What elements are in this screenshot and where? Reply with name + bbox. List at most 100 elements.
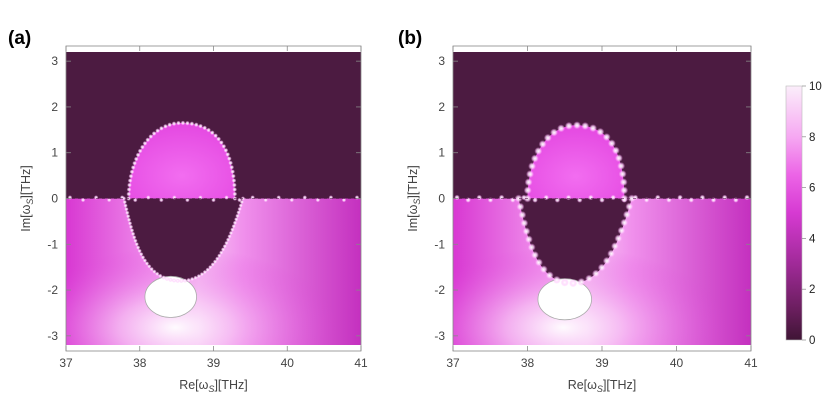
zero-line-dot: [543, 194, 550, 201]
colorbar-gradient: [785, 85, 803, 341]
boundary-dot: [135, 152, 141, 158]
boundary-dot: [225, 152, 231, 157]
boundary-dot: [145, 137, 151, 143]
boundary-dot: [514, 194, 523, 203]
boundary-dot: [193, 122, 199, 128]
boundary-dot: [619, 178, 628, 187]
boundary-dot: [611, 242, 620, 251]
boundary-dot: [151, 131, 157, 136]
boundary-dot: [225, 237, 231, 242]
boundary-dot: [231, 224, 236, 229]
y-tick-label: -1: [434, 237, 445, 251]
boundary-dot: [220, 247, 226, 252]
boundary-dot: [617, 226, 626, 235]
panel-a: 37 38 39 40 41 -3 -2 -1 0 1 2 3 Re[ωS][THz] Im[ωS][TH…: [8, 28, 368, 394]
boundary-dot: [126, 191, 132, 197]
x-tick-label: 41: [354, 356, 368, 370]
zero-line-dot: [67, 195, 73, 200]
boundary-dot: [129, 169, 135, 175]
zero-line-dot: [276, 195, 282, 200]
panel-label: (b): [398, 28, 422, 49]
boundary-dot: [573, 121, 582, 130]
zero-line-dot: [744, 194, 750, 201]
boundary-dot: [137, 248, 142, 254]
boundary-dot: [180, 120, 186, 126]
boundary-dot: [527, 243, 536, 252]
boundary-dot: [163, 123, 168, 129]
boundary-dot: [175, 278, 180, 284]
zero-line-dot: [172, 195, 177, 200]
boundary-dot: [597, 263, 606, 272]
zero-line-dot: [588, 194, 594, 201]
boundary-dot: [218, 140, 224, 145]
boundary-dot: [176, 120, 181, 126]
zero-line-dot: [476, 194, 483, 201]
boundary-dot: [230, 169, 236, 175]
boundary-dot: [520, 219, 529, 228]
x-tick-label: 38: [133, 356, 147, 370]
boundary-dot: [137, 148, 143, 154]
boundary-dot: [237, 206, 242, 212]
y-tick-label: -1: [47, 237, 58, 251]
boundary-dot: [126, 217, 132, 223]
boundary-dot: [158, 273, 163, 279]
boundary-dot: [232, 187, 238, 192]
x-tick-label: 40: [670, 356, 684, 370]
boundary-dot: [148, 134, 154, 139]
zero-line-dot: [93, 195, 99, 200]
boundary-dot: [228, 160, 234, 166]
boundary-dot: [125, 214, 131, 219]
boundary-dot: [126, 187, 132, 192]
panel-b: 37 38 39 40 41 -3 -2 -1 0 1 2 3 Re[ωS][THz] Im[ωS][TH…: [398, 28, 758, 394]
zero-line-dot: [610, 194, 616, 201]
zero-line-dot: [521, 194, 527, 201]
boundary-dot: [142, 140, 148, 146]
boundary-dot: [123, 203, 128, 208]
colorbar: 0 2 4 6 8 10: [785, 81, 822, 347]
boundary-dot: [522, 227, 531, 236]
boundary-dot: [607, 249, 616, 258]
upper-lobe: [527, 125, 625, 199]
boundary-dot: [523, 186, 532, 195]
lower-lobe: [123, 198, 243, 281]
boundary-dot: [206, 127, 212, 133]
boundary-dot: [223, 147, 229, 153]
boundary-dot: [602, 256, 611, 265]
boundary-dot: [564, 121, 573, 130]
boundary-dot: [133, 238, 138, 243]
boundary-dot: [625, 202, 634, 211]
boundary-dot: [231, 182, 237, 188]
boundary-dot: [139, 251, 144, 257]
heatmap-area: [66, 52, 361, 345]
boundary-dot: [516, 202, 525, 211]
boundary-dot: [189, 276, 195, 282]
boundary-dot: [185, 120, 190, 126]
boundary-dot: [614, 154, 623, 163]
boundary-dot: [213, 133, 219, 139]
boundary-dot: [236, 210, 241, 215]
x-tick-label: 39: [595, 356, 609, 370]
boundary-dot: [232, 220, 238, 225]
boundary-dot: [545, 271, 554, 280]
boundary-dot: [577, 277, 586, 286]
zero-line-dot: [632, 194, 639, 201]
boundary-dot: [234, 217, 239, 222]
zero-line-dot: [454, 194, 460, 201]
boundary-dot: [524, 235, 533, 244]
y-tick-label: 0: [438, 192, 445, 206]
boundary-dot: [130, 231, 136, 237]
boundary-dot: [530, 154, 539, 163]
zero-line-dot: [654, 194, 661, 201]
boundary-dot: [607, 139, 616, 148]
zero-line-dot: [565, 194, 572, 201]
boundary-dot: [125, 210, 130, 215]
boundary-dot: [238, 203, 244, 208]
boundary-dot: [591, 269, 600, 278]
boundary-dot: [518, 210, 527, 219]
boundary-dot: [620, 218, 629, 227]
boundary-dot: [569, 279, 578, 288]
boundary-dot: [622, 210, 631, 219]
boundary-dot: [140, 144, 145, 150]
boundary-dot: [127, 178, 133, 184]
boundary-dot: [221, 143, 227, 149]
